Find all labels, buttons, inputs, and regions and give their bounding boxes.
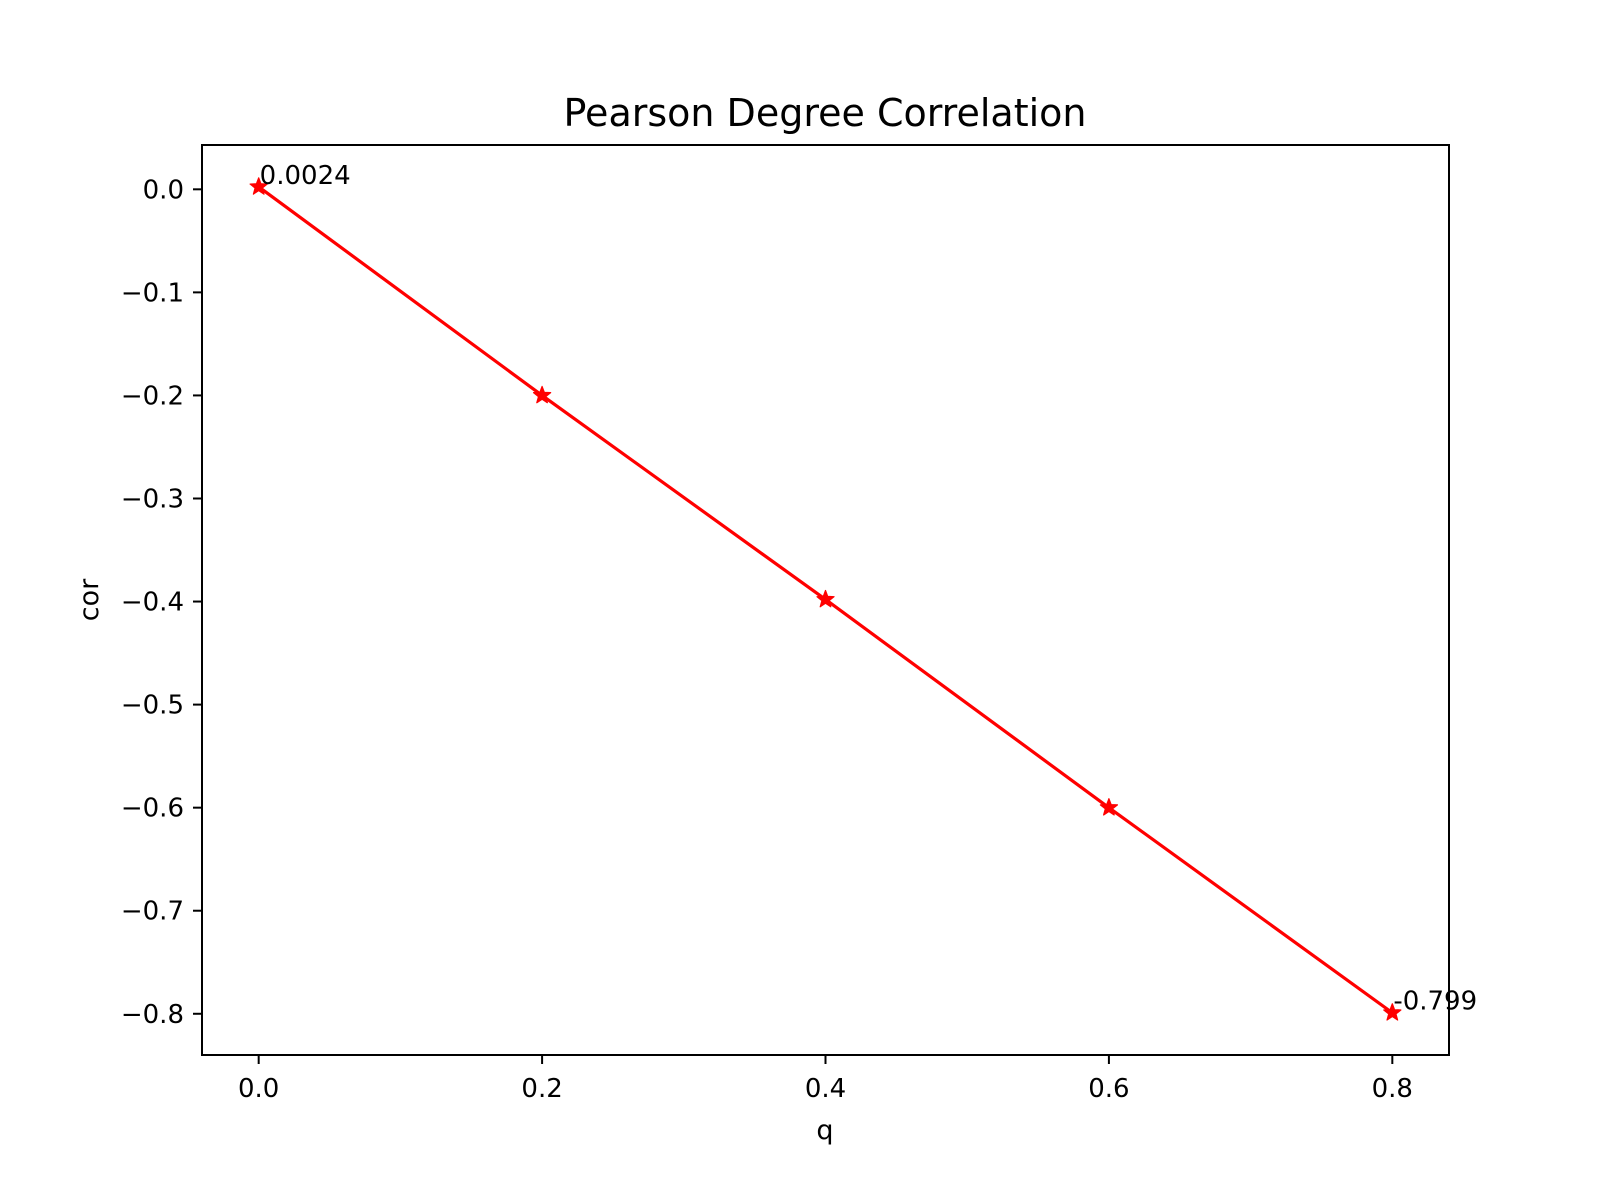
y-axis-label: cor	[74, 578, 105, 621]
annotation-layer: 0.0024 -0.799	[260, 161, 1477, 1017]
data-point-marker	[1099, 798, 1119, 816]
y-tick-label: −0.3	[121, 484, 184, 514]
data-point-marker	[532, 385, 552, 404]
data-point-marker	[816, 589, 835, 608]
y-tick-label: −0.7	[121, 897, 184, 927]
y-tick-label: −0.6	[121, 794, 184, 824]
data-point-marker	[249, 177, 268, 195]
y-tick-label: −0.8	[121, 1000, 184, 1030]
plot-area: 0.0024 -0.799	[201, 144, 1477, 1056]
x-tick-label: 0.6	[1088, 1074, 1129, 1104]
x-tick-label: 0.0	[238, 1074, 279, 1104]
x-tick-label: 0.2	[521, 1074, 562, 1104]
y-tick-label: −0.4	[121, 588, 184, 618]
data-annotation: -0.799	[1393, 987, 1477, 1017]
data-point-marker	[1383, 1003, 1402, 1021]
y-tick-label: −0.1	[121, 278, 184, 308]
x-axis: 0.0 0.2 0.4 0.6 0.8	[238, 1055, 1413, 1104]
chart-title: Pearson Degree Correlation	[564, 91, 1087, 135]
x-tick-label: 0.4	[805, 1074, 846, 1104]
x-tick-label: 0.8	[1372, 1074, 1413, 1104]
series-layer	[249, 177, 1402, 1021]
data-annotation: 0.0024	[260, 161, 351, 191]
y-axis: 0.0 −0.1 −0.2 −0.3 −0.4 −0.5 −0.6 −0.7 −0.8	[121, 175, 202, 1030]
y-tick-label: 0.0	[143, 175, 184, 205]
y-tick-label: −0.5	[121, 691, 184, 721]
y-tick-label: −0.2	[121, 381, 184, 411]
x-axis-label: q	[816, 1115, 833, 1146]
